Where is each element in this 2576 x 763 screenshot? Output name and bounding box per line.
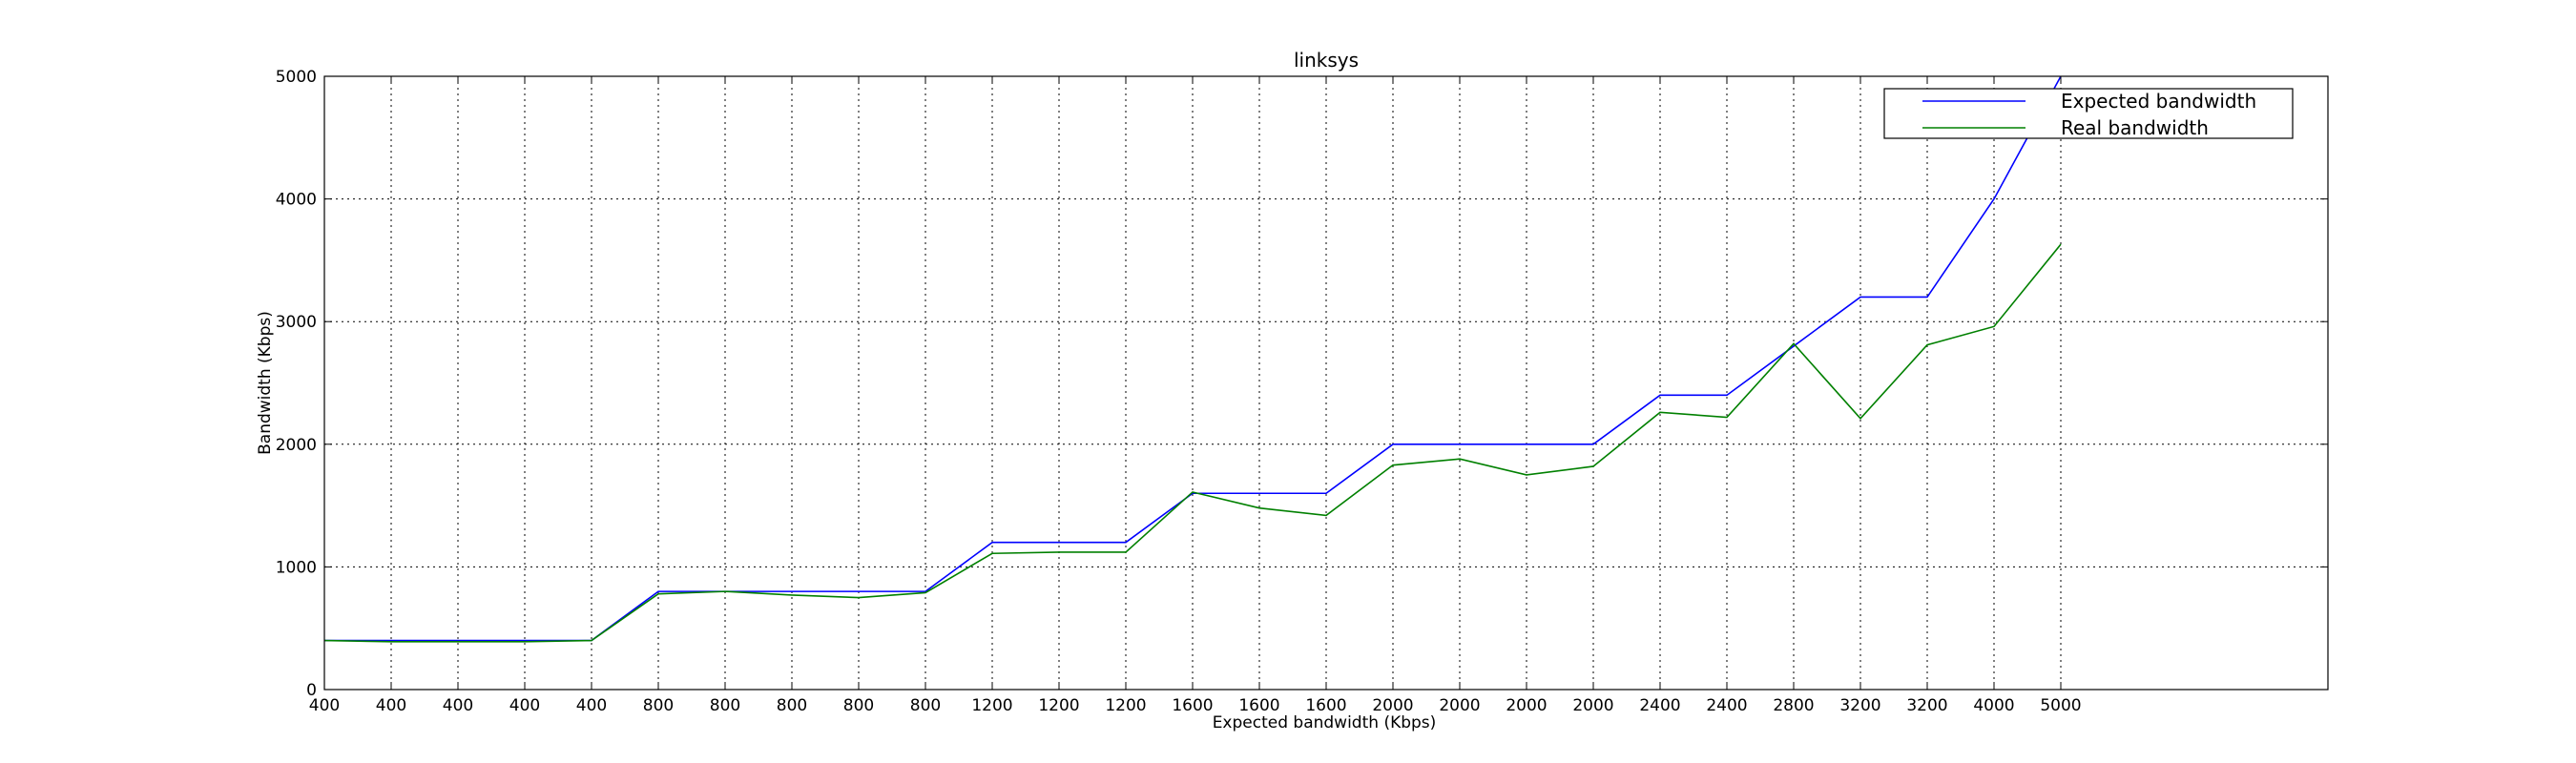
x-tick-label: 2000 bbox=[1506, 696, 1547, 715]
legend: Expected bandwidth Real bandwidth bbox=[1883, 88, 2294, 139]
x-tick-label: 800 bbox=[777, 696, 807, 715]
series-line-real bbox=[324, 243, 2062, 643]
y-axis-label: Bandwidth (Kbps) bbox=[256, 311, 275, 455]
y-tick-label: 2000 bbox=[276, 436, 317, 455]
x-tick-label: 400 bbox=[443, 696, 473, 715]
x-tick-label: 2800 bbox=[1773, 696, 1814, 715]
y-tick-label: 4000 bbox=[276, 191, 317, 210]
chart-title: linksys bbox=[1294, 49, 1359, 72]
series-lines bbox=[324, 76, 2062, 643]
x-tick-label: 800 bbox=[643, 696, 674, 715]
x-tick-label: 2400 bbox=[1639, 696, 1680, 715]
y-tick-label: 5000 bbox=[276, 68, 317, 87]
y-tick-label: 0 bbox=[306, 681, 317, 700]
x-tick-label: 1200 bbox=[971, 696, 1012, 715]
y-tick-label: 3000 bbox=[276, 313, 317, 332]
x-tick-label: 3200 bbox=[1839, 696, 1880, 715]
x-tick-label: 4000 bbox=[1973, 696, 2014, 715]
x-tick-label: 2400 bbox=[1706, 696, 1747, 715]
x-tick-label: 1200 bbox=[1105, 696, 1146, 715]
x-axis-label: Expected bandwidth (Kbps) bbox=[1213, 713, 1437, 732]
x-tick-label: 800 bbox=[710, 696, 740, 715]
y-tick-label: 1000 bbox=[276, 558, 317, 577]
x-tick-label: 3200 bbox=[1906, 696, 1947, 715]
x-tick-label: 1200 bbox=[1038, 696, 1079, 715]
x-tick-label: 800 bbox=[843, 696, 874, 715]
x-tick-label: 400 bbox=[309, 696, 340, 715]
x-tick-label: 400 bbox=[509, 696, 540, 715]
x-tick-label: 5000 bbox=[2040, 696, 2081, 715]
legend-label: Real bandwidth bbox=[2061, 116, 2209, 139]
x-tick-label: 2000 bbox=[1439, 696, 1480, 715]
x-tick-label: 2000 bbox=[1572, 696, 1613, 715]
x-tick-label: 400 bbox=[376, 696, 406, 715]
x-tick-label: 800 bbox=[910, 696, 941, 715]
x-tick-label: 1600 bbox=[1238, 696, 1279, 715]
x-tick-label: 1600 bbox=[1305, 696, 1346, 715]
x-tick-label: 1600 bbox=[1172, 696, 1213, 715]
legend-label: Expected bandwidth bbox=[2061, 90, 2256, 113]
x-tick-label: 400 bbox=[576, 696, 607, 715]
legend-box bbox=[1883, 88, 2294, 139]
ticks: 400 400 400 400 400 800 800 800 800 800 1200 1200 12… bbox=[276, 68, 2328, 715]
x-tick-label: 2000 bbox=[1372, 696, 1413, 715]
